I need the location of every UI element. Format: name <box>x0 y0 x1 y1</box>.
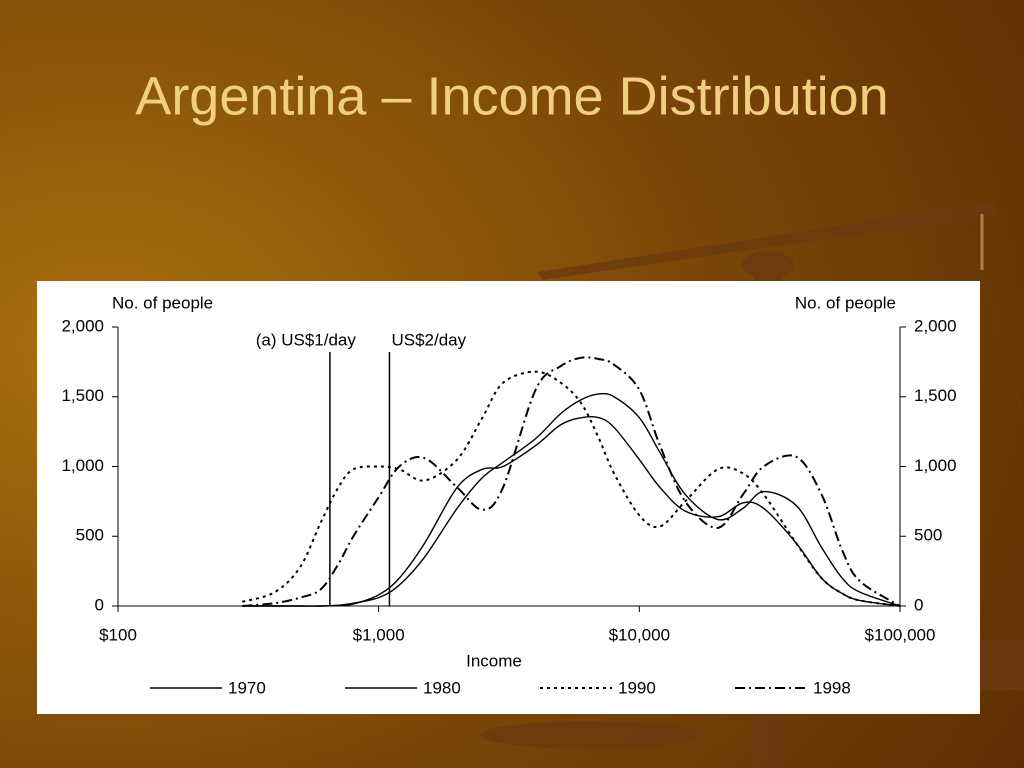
series-line <box>242 392 900 607</box>
y-tick-label: 1,000 <box>61 456 104 475</box>
y2-tick-label: 2,000 <box>914 316 957 335</box>
y2-tick-label: 0 <box>914 595 923 614</box>
y2-tick-label: 1,500 <box>914 386 957 405</box>
y-tick-label: 500 <box>76 526 104 545</box>
y2-tick-label: 500 <box>914 526 942 545</box>
x-tick-label: $100,000 <box>865 625 936 644</box>
x-tick-label: $1,000 <box>353 625 405 644</box>
series-line <box>242 370 900 607</box>
x-tick-label: $100 <box>99 625 137 644</box>
annotation-label: US$2/day <box>391 330 466 349</box>
annotation-label: (a) US$1/day <box>256 330 357 349</box>
legend-label: 1998 <box>813 678 851 697</box>
y-tick-label: 0 <box>95 595 104 614</box>
chart: No. of people No. of people Income 0 500 1… <box>61 293 956 697</box>
y2-tick-label: 1,000 <box>914 456 957 475</box>
y-tick-label: 2,000 <box>61 316 104 335</box>
y-axis-label: No. of people <box>112 293 213 312</box>
slide-title: Argentina – Income Distribution <box>135 66 888 126</box>
y-tick-label: 1,500 <box>61 386 104 405</box>
legend-label: 1970 <box>228 678 266 697</box>
x-tick-label: $10,000 <box>609 625 670 644</box>
series-line <box>242 356 900 607</box>
chart-panel <box>37 281 980 714</box>
y2-axis-label: No. of people <box>795 293 896 312</box>
legend-label: 1980 <box>423 678 461 697</box>
legend-label: 1990 <box>618 678 656 697</box>
x-axis-label: Income <box>466 651 522 670</box>
